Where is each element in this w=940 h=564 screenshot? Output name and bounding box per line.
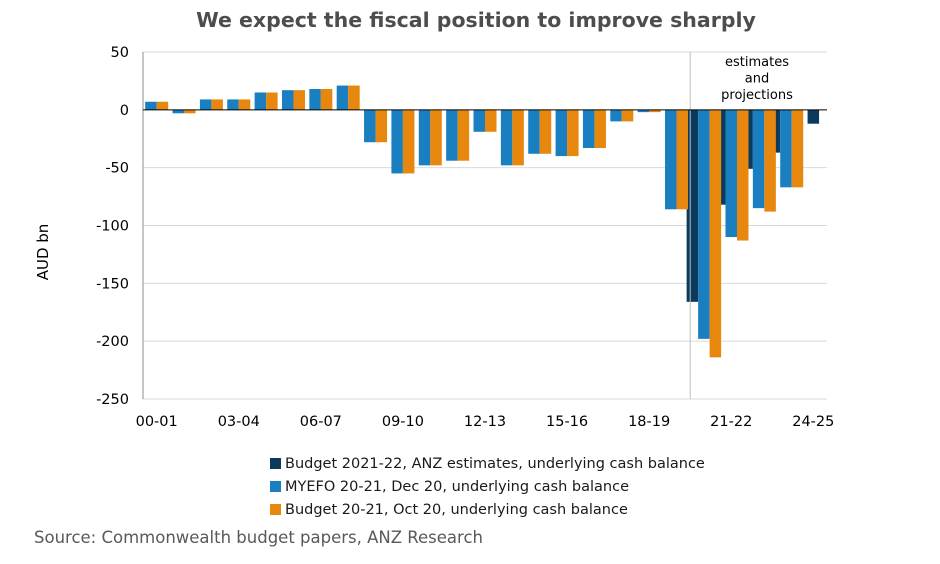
bar [211,99,223,110]
bar [582,109,595,149]
legend-item: MYEFO 20-21, Dec 20, underlying cash bal… [270,475,705,498]
legend-item: Budget 20-21, Oct 20, underlying cash ba… [270,498,705,521]
bar [145,101,157,110]
bar [266,92,278,110]
y-tick-label: -100 [96,219,129,235]
bar-series [145,85,820,358]
bar [686,109,699,302]
bar [594,109,606,149]
legend-label: Budget 20-21, Oct 20, underlying cash ba… [285,501,628,518]
bar [402,109,415,174]
tick-labels: 50 0 -50 -100 -150 -200 -250 00-01 03-04 06-07 09-… [96,45,834,430]
legend-label: Budget 2021-22, ANZ estimates, underlyin… [285,455,705,472]
x-tick-label: 18-19 [628,414,670,430]
x-tick-label: 12-13 [464,414,506,430]
bar [184,109,196,114]
y-tick-label: -50 [105,161,129,177]
bar [555,109,568,157]
bar [725,109,737,238]
annotation-line: and [745,72,769,87]
legend-label: MYEFO 20-21, Dec 20, underlying cash bal… [285,478,629,495]
bar [512,109,524,166]
bar [736,109,749,241]
legend: Budget 2021-22, ANZ estimates, underlyin… [270,452,705,521]
x-tick-label: 24-25 [792,414,834,430]
bar [254,92,267,110]
legend-swatch [270,504,281,515]
bar [649,109,661,113]
bar [637,109,650,113]
x-tick-label: 03-04 [218,414,260,430]
annotation-line: estimates [725,55,789,70]
estimates-annotation: estimates and projections [721,55,793,103]
bar [227,99,239,110]
bar [281,90,294,110]
y-tick-label: -150 [96,276,129,292]
bar [709,109,722,358]
bar [473,109,485,132]
chart-title: We expect the fiscal position to improve… [196,8,756,32]
x-tick-label: 00-01 [136,414,178,430]
bar [791,109,804,188]
bar [172,109,185,114]
bar [567,109,579,157]
bar [764,109,776,212]
bar [199,99,212,110]
bar [364,109,376,143]
bar [752,109,765,209]
bar [621,109,634,122]
bar [457,109,470,161]
x-tick-label: 21-22 [710,414,752,430]
bar [446,109,458,161]
bar [780,109,792,188]
bar [698,109,710,339]
x-tick-label: 06-07 [300,414,342,430]
annotation-line: projections [721,88,793,103]
bar [320,89,333,110]
bar [676,109,689,210]
bar [293,90,305,110]
bar [156,101,169,110]
x-tick-label: 09-10 [382,414,424,430]
bar [485,109,497,132]
bar [528,109,540,154]
axes [142,52,827,399]
y-tick-label: 0 [120,103,129,119]
bar [665,109,677,210]
legend-swatch [270,481,281,492]
y-axis-label: AUD bn [34,224,52,281]
bar [539,109,552,154]
bar [430,109,442,166]
y-tick-label: 50 [111,45,129,61]
source-note: Source: Commonwealth budget papers, ANZ … [34,528,483,547]
bar [610,109,622,122]
legend-item: Budget 2021-22, ANZ estimates, underlyin… [270,452,705,475]
legend-swatch [270,458,281,469]
y-tick-label: -200 [96,334,129,350]
x-tick-label: 15-16 [546,414,588,430]
bar [391,109,403,174]
bar [807,109,820,124]
bar [336,85,349,110]
bar [375,109,388,143]
bar [309,89,321,110]
y-tick-label: -250 [96,392,129,408]
gridlines [143,51,827,400]
bar [418,109,431,166]
bar [238,99,251,110]
bar [348,85,360,110]
bar [500,109,513,166]
